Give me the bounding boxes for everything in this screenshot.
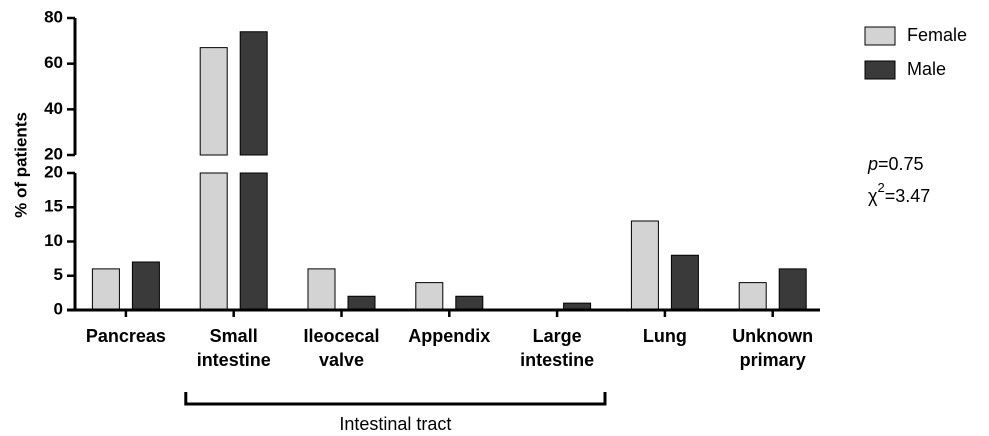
y-tick-label: 20	[44, 144, 63, 163]
legend-label: Female	[907, 25, 967, 45]
x-tick-label: valve	[319, 350, 364, 370]
y-tick-label: 5	[54, 265, 63, 284]
stat-value: =0.75	[878, 154, 924, 174]
x-tick-label: Appendix	[408, 326, 490, 346]
bar	[307, 268, 336, 311]
x-tick-label: primary	[740, 350, 806, 370]
group-label: Intestinal tract	[339, 414, 451, 434]
stat-symbol: p	[867, 154, 878, 174]
bar	[131, 261, 160, 311]
bar	[239, 31, 268, 311]
bar	[415, 282, 444, 311]
x-tick-label: Pancreas	[86, 326, 166, 346]
bar	[670, 254, 699, 311]
legend-swatch	[864, 60, 896, 80]
y-axis-label: % of patients	[11, 112, 30, 218]
stat-text: χ2=3.47	[868, 180, 930, 205]
x-tick-label: intestine	[520, 350, 594, 370]
stat-value: =3.47	[885, 186, 931, 206]
bar	[630, 220, 659, 311]
x-tick-label: Small	[210, 326, 258, 346]
bar	[347, 295, 376, 311]
group-bracket	[184, 392, 607, 406]
bar	[738, 282, 767, 311]
bar	[778, 268, 807, 311]
y-tick-label: 0	[54, 299, 63, 318]
bar	[455, 295, 484, 311]
legend-label: Male	[907, 59, 946, 79]
x-tick-label: Lung	[643, 326, 687, 346]
x-tick-label: Unknown	[732, 326, 813, 346]
y-tick-label: 40	[44, 99, 63, 118]
stat-symbol: χ	[868, 186, 878, 206]
legend-swatch	[864, 26, 896, 46]
y-tick-label: 80	[44, 7, 63, 26]
y-tick-label: 10	[44, 231, 63, 250]
x-tick-label: Large	[533, 326, 582, 346]
y-tick-label: 20	[44, 162, 63, 181]
bar	[91, 268, 120, 311]
stat-superscript: 2	[877, 180, 884, 195]
y-tick-label: 60	[44, 53, 63, 72]
x-tick-label: Ileocecal	[303, 326, 379, 346]
x-tick-label: intestine	[197, 350, 271, 370]
bar	[199, 47, 228, 311]
stat-text: p=0.75	[867, 154, 924, 174]
y-tick-label: 15	[44, 197, 63, 216]
